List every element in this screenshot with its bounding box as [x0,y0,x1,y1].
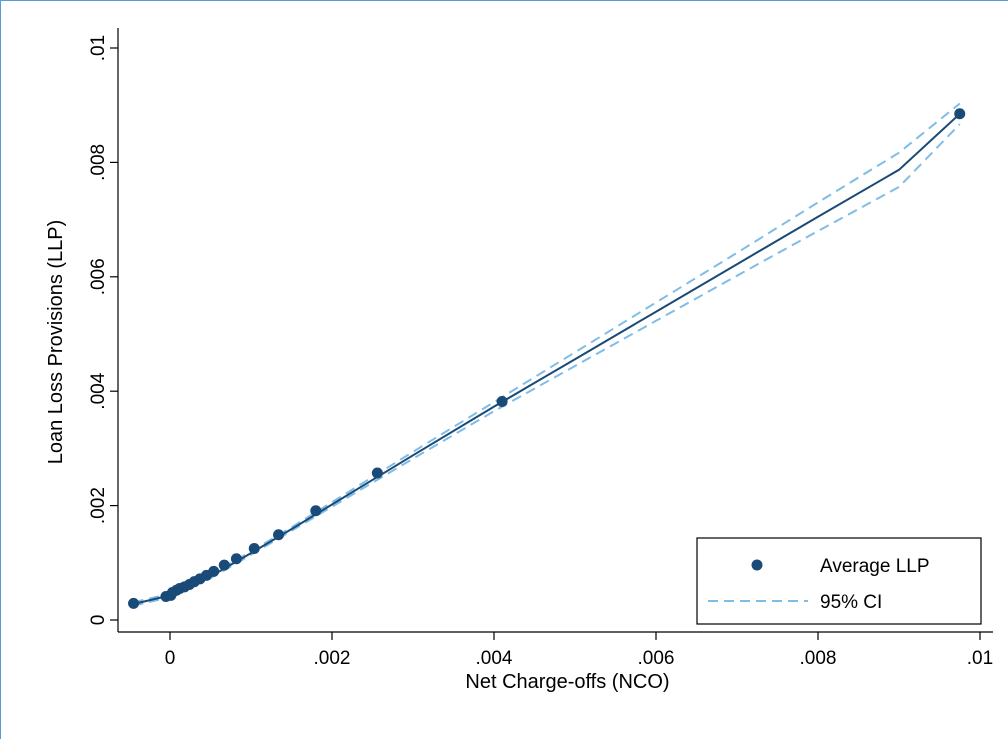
y-tick-label: .01 [88,35,109,61]
ci-upper-line [133,102,961,604]
data-point [218,559,230,571]
y-tick-label: 0 [88,615,109,626]
x-tick-label: 0 [165,648,176,669]
data-point [310,505,322,517]
y-tick-label: .006 [88,258,109,295]
fit-line [133,113,961,605]
y-axis-title: Loan Loss Provisions (LLP) [45,220,67,465]
data-point [248,543,260,554]
y-tick-label: .002 [88,487,109,524]
data-points-layer [128,108,966,609]
x-tick-label: .004 [476,648,513,669]
x-tick-label: .01 [967,648,993,669]
y-axis-ticks: 0 .002 .004 .006 .008 .01 [88,35,118,626]
data-point [230,553,242,565]
data-point [208,565,220,577]
legend-label-average-llp: Average LLP [820,556,930,577]
data-point [273,529,285,541]
data-point [371,467,383,479]
ci-lower-line [133,123,961,607]
x-tick-label: .006 [638,648,675,669]
fit-line-layer [133,113,961,605]
data-point [128,597,140,609]
x-axis-title: Net Charge-offs (NCO) [465,671,669,693]
axes: 0 .002 .004 .006 .008 .01 0 .002 .004 .006 .008 .0… [88,28,993,669]
legend-box [696,537,982,625]
data-point [496,395,508,407]
legend-dot-symbol [751,559,763,571]
x-tick-label: .002 [314,648,351,669]
data-point [954,108,966,120]
x-tick-label: .008 [800,648,837,669]
y-tick-label: .008 [88,144,109,181]
legend-label-95-ci: 95% CI [820,592,882,613]
legend: Average LLP 95% CI [696,537,982,625]
x-axis-ticks: 0 .002 .004 .006 .008 .01 [165,632,993,669]
confidence-interval-layer [133,102,961,607]
y-tick-label: .004 [88,372,109,409]
